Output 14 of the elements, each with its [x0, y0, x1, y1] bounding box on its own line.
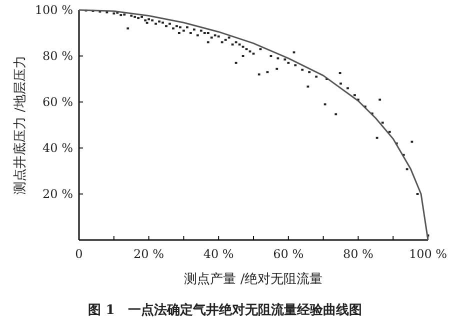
y-tick-label: 60 %: [42, 95, 73, 109]
x-axis-title: 测点产量 /绝对无阻流量: [184, 271, 323, 287]
y-tick-label: 80 %: [42, 49, 73, 63]
x-tick-label: 40 %: [203, 247, 234, 261]
text: 图 1 一点法确定气井绝对无阻流量经验曲线图: [88, 302, 362, 318]
x-tick-label: 20 %: [134, 247, 164, 261]
x-tick-label: 80 %: [342, 247, 374, 261]
y-tick-label: 40 %: [42, 141, 73, 155]
x-tick-label: 100 %: [408, 247, 448, 261]
y-tick-label: 20 %: [42, 187, 73, 201]
x-tick-label: 0: [75, 247, 83, 261]
x-tick-label: 60 %: [273, 247, 304, 261]
y-axis-title: 测点井底压力 /地层压力: [13, 56, 28, 194]
y-tick-label: 100 %: [34, 3, 73, 17]
